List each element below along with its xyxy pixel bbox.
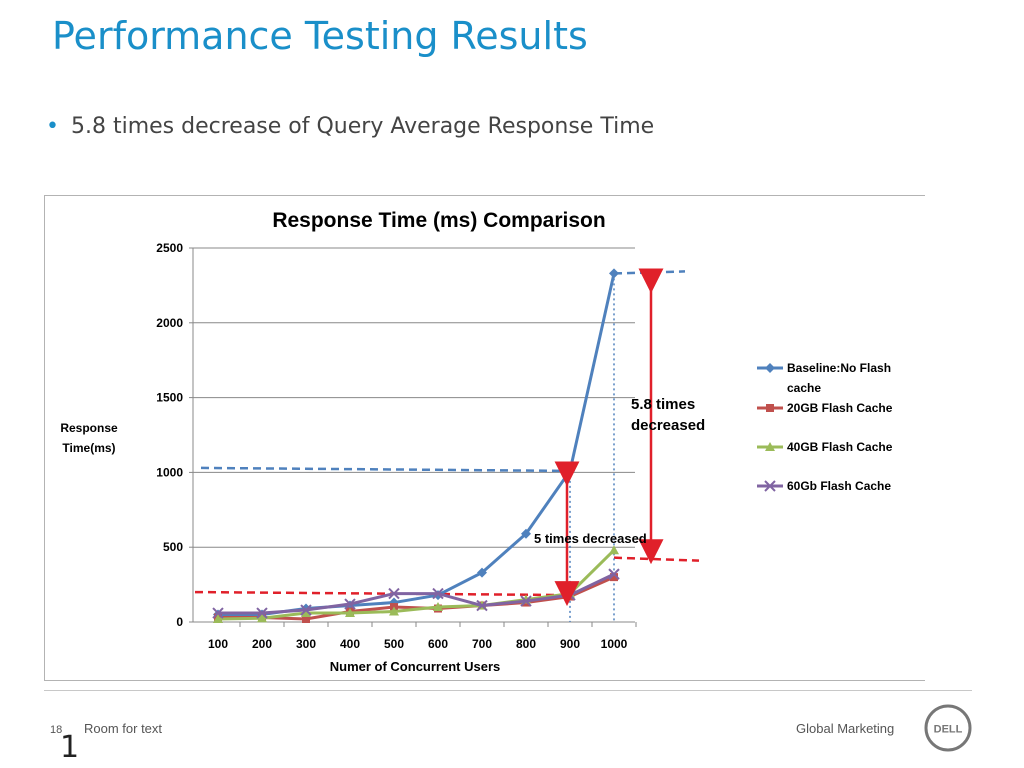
series-line <box>218 273 616 617</box>
data-point <box>345 608 355 618</box>
legend-label: 40GB Flash Cache <box>787 440 893 454</box>
footer-right-text: Global Marketing <box>796 721 895 736</box>
slide-number: 18 <box>50 724 63 736</box>
data-point <box>476 599 488 612</box>
legend-label: 60Gb Flash Cache <box>787 479 891 493</box>
x-tick-label: 900 <box>560 637 580 651</box>
x-tick-label: 200 <box>252 637 272 651</box>
dell-logo-text: DELL <box>934 724 963 736</box>
data-point <box>213 614 223 624</box>
x-tick-label: 100 <box>208 637 228 651</box>
data-point <box>520 595 532 607</box>
response-time-chart: Response Time (ms) Comparison Response T… <box>60 209 893 674</box>
legend-item: 60Gb Flash Cache <box>757 479 891 493</box>
x-tick-label: 400 <box>340 637 360 651</box>
bullet-dot: • <box>46 114 59 139</box>
data-point <box>610 573 618 582</box>
x-tick-label: 300 <box>296 637 316 651</box>
footer-divider <box>44 690 972 691</box>
reference-line-red-low <box>194 590 571 597</box>
footer-big-digit: 1 <box>60 730 80 765</box>
data-point <box>609 268 619 279</box>
data-point <box>344 598 356 610</box>
y-tick-label: 500 <box>163 540 183 554</box>
data-point <box>433 602 443 612</box>
legend-item: Baseline:No Flash cache <box>757 361 891 395</box>
x-tick-label: 700 <box>472 637 492 651</box>
reference-line-blue-1000 <box>613 270 686 275</box>
chart-container: Response Time (ms) Comparison Response T… <box>44 195 925 681</box>
data-point <box>389 606 399 616</box>
x-tick-label: 600 <box>428 637 448 651</box>
footer-left-text: Room for text <box>84 721 163 736</box>
y-tick-label: 1000 <box>156 465 183 479</box>
y-tick-label: 1500 <box>156 391 183 405</box>
data-point <box>256 607 268 619</box>
x-tick-label: 800 <box>516 637 536 651</box>
y-tick-label: 0 <box>176 615 183 629</box>
y-tick-label: 2500 <box>156 241 183 255</box>
legend-item: 20GB Flash Cache <box>757 401 893 415</box>
data-point <box>300 604 312 616</box>
series-line <box>218 572 615 615</box>
legend-label: 20GB Flash Cache <box>787 401 893 415</box>
data-point <box>521 528 531 539</box>
data-point <box>302 615 310 624</box>
legend-marker <box>764 480 776 492</box>
slide-title: Performance Testing Results <box>52 14 588 58</box>
legend-marker <box>766 404 774 412</box>
dell-logo: DELL <box>924 704 972 752</box>
data-point <box>301 608 311 618</box>
data-point <box>609 545 619 555</box>
reference-line-blue-900 <box>200 466 571 473</box>
legend-label-line2: cache <box>787 381 821 395</box>
bullet-text: 5.8 times decrease of Query Average Resp… <box>70 114 655 139</box>
data-point <box>212 607 224 619</box>
x-tick-label: 1000 <box>601 637 628 651</box>
x-tick-label: 500 <box>384 637 404 651</box>
data-point <box>608 568 620 580</box>
legend-item: 40GB Flash Cache <box>757 440 893 454</box>
annotation-5-times: 5 times decreased <box>534 531 647 546</box>
chart-title: Response Time (ms) Comparison <box>272 209 605 232</box>
data-point <box>477 567 487 578</box>
series-line <box>217 549 616 621</box>
y-axis-label-line1: Response <box>60 421 118 435</box>
annotation-5-8-times-line1: 5.8 times <box>631 396 695 413</box>
x-axis-label: Numer of Concurrent Users <box>330 659 500 674</box>
legend-marker <box>765 442 775 451</box>
y-axis-label-line2: Time(ms) <box>62 441 115 455</box>
legend-label: Baseline:No Flash <box>787 361 891 375</box>
y-tick-label: 2000 <box>156 316 183 330</box>
data-point <box>432 587 444 600</box>
data-point <box>388 587 400 600</box>
annotation-5-8-times-line2: decreased <box>631 417 705 434</box>
reference-line-red-1000 <box>613 556 700 562</box>
data-point <box>257 613 267 623</box>
bullet-point: • 5.8 times decrease of Query Average Res… <box>46 114 654 139</box>
legend-marker <box>765 363 775 373</box>
